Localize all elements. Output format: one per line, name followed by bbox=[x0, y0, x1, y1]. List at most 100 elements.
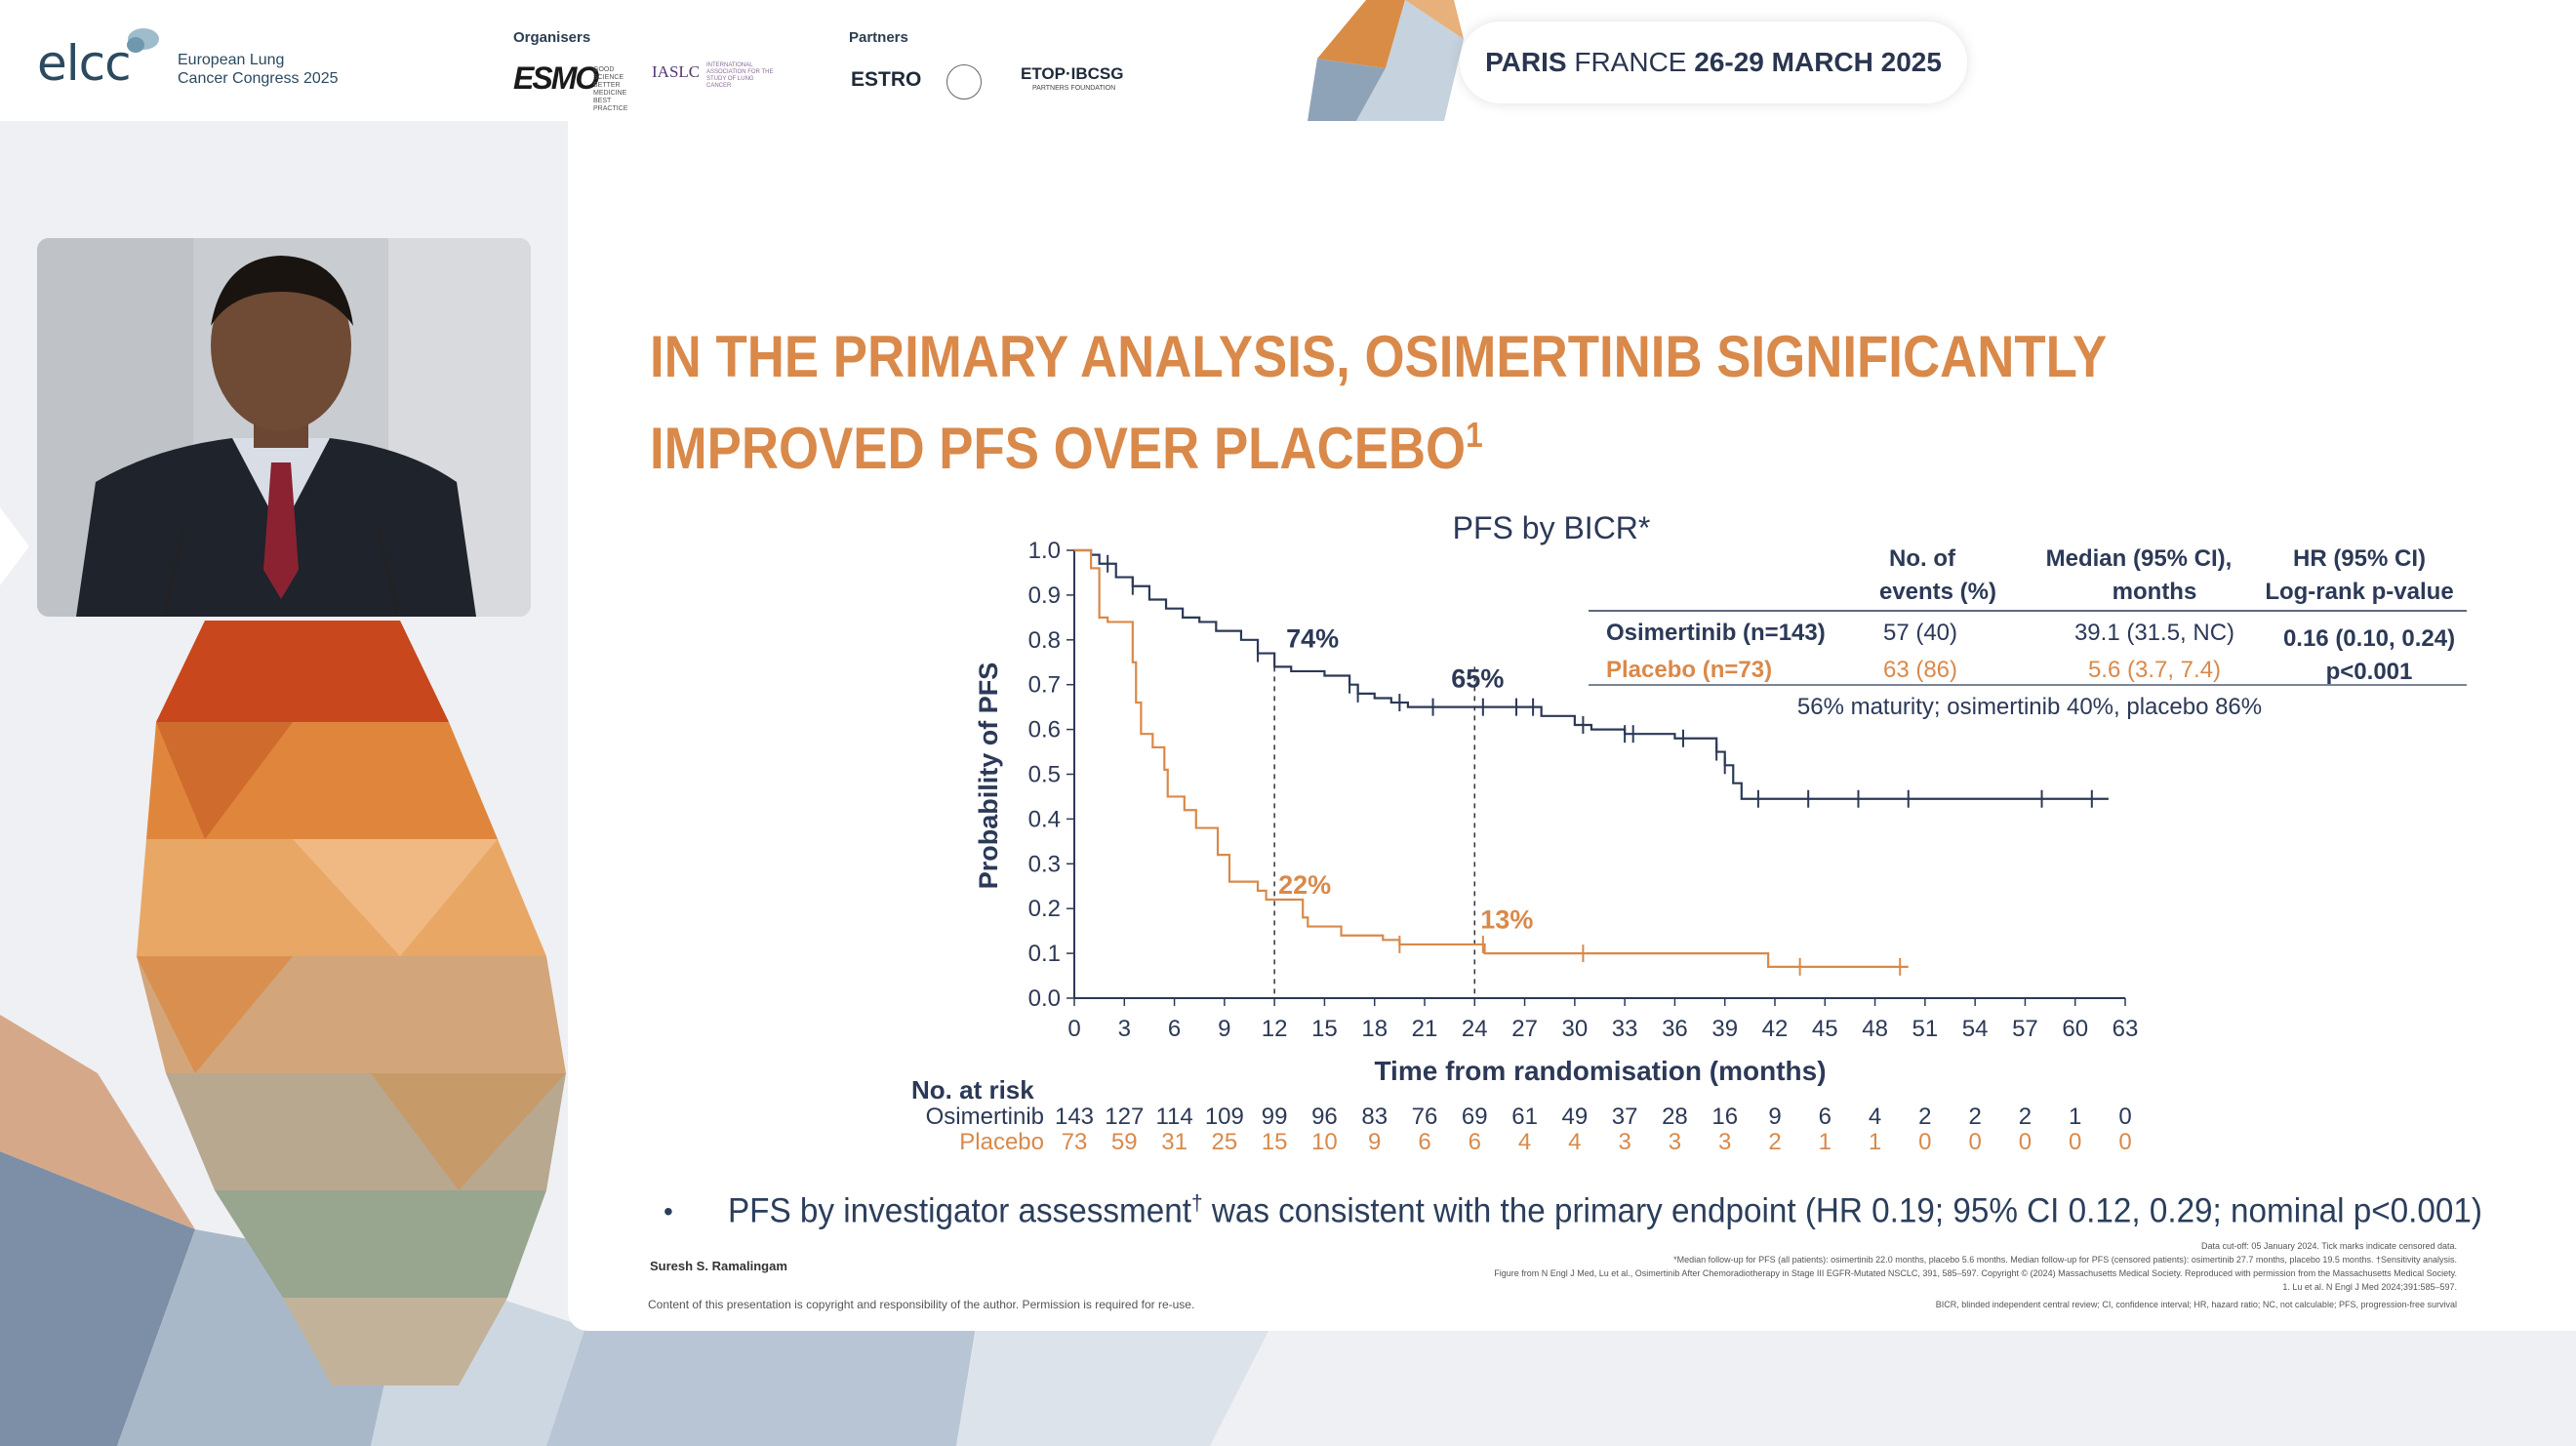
at-risk-value-osimertinib: 99 bbox=[1262, 1104, 1288, 1130]
background-decoration bbox=[0, 507, 1268, 1446]
at-risk-value-placebo: 25 bbox=[1212, 1129, 1238, 1155]
footnote-followup: *Median follow-up for PFS (all patients)… bbox=[1673, 1255, 2457, 1265]
x-tick-label: 18 bbox=[1361, 1016, 1388, 1042]
p-value: p<0.001 bbox=[2326, 659, 2413, 685]
event-country: FRANCE bbox=[1574, 47, 1687, 77]
at-risk-value-placebo: 31 bbox=[1161, 1129, 1187, 1155]
speaker-video bbox=[37, 238, 531, 617]
at-risk-value-placebo: 0 bbox=[2118, 1129, 2131, 1155]
maturity-note: 56% maturity; osimertinib 40%, placebo 8… bbox=[1797, 694, 2262, 720]
slide-title-line2-text: IMPROVED PFS OVER PLACEBO bbox=[650, 416, 1467, 481]
footnote-datacutoff: Data cut-off: 05 January 2024. Tick mark… bbox=[2201, 1241, 2457, 1251]
at-risk-title: No. at risk bbox=[911, 1075, 1034, 1105]
partners-label: Partners bbox=[849, 29, 908, 46]
at-risk-value-placebo: 1 bbox=[1869, 1129, 1881, 1155]
y-tick-label: 0.6 bbox=[1028, 717, 1061, 743]
at-risk-value-placebo: 10 bbox=[1311, 1129, 1338, 1155]
at-risk-value-placebo: 0 bbox=[1968, 1129, 1981, 1155]
hr-header-line2: Log-rank p-value bbox=[2265, 579, 2453, 605]
x-tick-label: 36 bbox=[1662, 1016, 1688, 1042]
at-risk-value-osimertinib: 127 bbox=[1105, 1104, 1144, 1130]
at-risk-value-osimertinib: 61 bbox=[1511, 1104, 1538, 1130]
at-risk-value-placebo: 4 bbox=[1568, 1129, 1581, 1155]
table-row-osimertinib-events: 57 (40) bbox=[1883, 620, 1957, 646]
at-risk-value-osimertinib: 1 bbox=[2069, 1104, 2081, 1130]
at-risk-value-osimertinib: 2 bbox=[2019, 1104, 2032, 1130]
x-tick-label: 24 bbox=[1462, 1016, 1488, 1042]
y-tick-label: 0.3 bbox=[1028, 851, 1061, 877]
y-tick-label: 0.2 bbox=[1028, 896, 1061, 922]
x-tick-label: 39 bbox=[1711, 1016, 1738, 1042]
landmark-annotation: 13% bbox=[1480, 904, 1533, 934]
y-tick-label: 0.9 bbox=[1028, 582, 1061, 609]
x-tick-label: 60 bbox=[2062, 1016, 2088, 1042]
at-risk-value-osimertinib: 4 bbox=[1869, 1104, 1881, 1130]
at-risk-value-osimertinib: 37 bbox=[1612, 1104, 1638, 1130]
presentation-slide bbox=[568, 121, 2576, 1331]
event-city: PARIS bbox=[1485, 47, 1567, 77]
event-dates: 26-29 MARCH 2025 bbox=[1694, 47, 1942, 77]
at-risk-value-osimertinib: 143 bbox=[1055, 1104, 1094, 1130]
at-risk-value-osimertinib: 109 bbox=[1205, 1104, 1244, 1130]
at-risk-value-osimertinib: 2 bbox=[1918, 1104, 1931, 1130]
at-risk-value-placebo: 73 bbox=[1062, 1129, 1088, 1155]
x-tick-label: 9 bbox=[1218, 1016, 1230, 1042]
copyright-note: Content of this presentation is copyrigh… bbox=[648, 1298, 1195, 1311]
elcc-subtitle-line2: Cancer Congress 2025 bbox=[178, 70, 339, 87]
conference-header: elcc European Lung Cancer Congress 2025 … bbox=[0, 0, 2576, 121]
at-risk-osimertinib-label: Osimertinib bbox=[926, 1104, 1044, 1130]
at-risk-value-osimertinib: 9 bbox=[1768, 1104, 1781, 1130]
at-risk-value-placebo: 4 bbox=[1518, 1129, 1531, 1155]
esmo-tagline: GOOD SCIENCE BETTER MEDICINE BEST PRACTI… bbox=[593, 66, 628, 112]
table-row-placebo-events: 63 (86) bbox=[1883, 657, 1957, 683]
hr-value: 0.16 (0.10, 0.24) bbox=[2283, 625, 2455, 652]
y-tick-label: 0.5 bbox=[1028, 762, 1061, 788]
elcc-subtitle: European Lung Cancer Congress 2025 bbox=[178, 51, 339, 88]
at-risk-value-osimertinib: 49 bbox=[1562, 1104, 1589, 1130]
y-tick-label: 0.1 bbox=[1028, 941, 1061, 967]
at-risk-value-osimertinib: 28 bbox=[1662, 1104, 1688, 1130]
x-tick-label: 12 bbox=[1262, 1016, 1288, 1042]
partner-emblem-icon bbox=[946, 64, 982, 100]
x-tick-label: 57 bbox=[2012, 1016, 2038, 1042]
landmark-annotation: 22% bbox=[1278, 870, 1331, 900]
x-tick-label: 51 bbox=[1912, 1016, 1939, 1042]
table-row-placebo-label: Placebo (n=73) bbox=[1606, 657, 1772, 683]
x-tick-label: 30 bbox=[1562, 1016, 1589, 1042]
author-name: Suresh S. Ramalingam bbox=[650, 1259, 787, 1273]
landmark-annotation: 65% bbox=[1451, 664, 1504, 694]
table-row-osimertinib-label: Osimertinib (n=143) bbox=[1606, 620, 1826, 646]
elcc-subtitle-line1: European Lung bbox=[178, 52, 285, 68]
at-risk-value-placebo: 3 bbox=[1669, 1129, 1681, 1155]
at-risk-value-placebo: 15 bbox=[1262, 1129, 1288, 1155]
x-tick-label: 48 bbox=[1862, 1016, 1888, 1042]
y-tick-label: 0.8 bbox=[1028, 627, 1061, 654]
at-risk-value-placebo: 3 bbox=[1718, 1129, 1731, 1155]
y-tick-label: 0.0 bbox=[1028, 985, 1061, 1012]
x-tick-label: 27 bbox=[1511, 1016, 1538, 1042]
butterfly-wing-decoration bbox=[1308, 0, 1464, 121]
x-tick-label: 45 bbox=[1812, 1016, 1838, 1042]
etop-ibcsg-logo: ETOP·IBCSG bbox=[1021, 64, 1124, 83]
at-risk-value-osimertinib: 16 bbox=[1711, 1104, 1738, 1130]
x-tick-label: 63 bbox=[2113, 1016, 2139, 1042]
events-header-line1: No. of bbox=[1889, 545, 1956, 572]
x-tick-label: 0 bbox=[1067, 1016, 1080, 1042]
chart-title: PFS by BICR* bbox=[1453, 510, 1651, 545]
etop-ibcsg-tagline: PARTNERS FOUNDATION bbox=[1032, 85, 1116, 92]
bullet-icon: • bbox=[664, 1196, 673, 1226]
bullet-text-part2: was consistent with the primary endpoint… bbox=[1202, 1191, 2482, 1230]
y-tick-label: 1.0 bbox=[1028, 538, 1061, 564]
elcc-logo-icon bbox=[127, 28, 159, 53]
iaslc-tagline: INTERNATIONAL ASSOCIATION FOR THE STUDY … bbox=[706, 62, 774, 89]
at-risk-value-osimertinib: 114 bbox=[1155, 1104, 1192, 1130]
footnote-reference: 1. Lu et al. N Engl J Med 2024;391:585–5… bbox=[2282, 1282, 2457, 1292]
esmo-logo: ESMO bbox=[513, 60, 599, 96]
y-axis-label: Probability of PFS bbox=[974, 663, 1003, 890]
estro-logo: ESTRO bbox=[851, 68, 922, 91]
x-axis-label: Time from randomisation (months) bbox=[1374, 1056, 1826, 1086]
at-risk-value-osimertinib: 2 bbox=[1968, 1104, 1981, 1130]
at-risk-value-osimertinib: 76 bbox=[1412, 1104, 1438, 1130]
at-risk-value-osimertinib: 96 bbox=[1311, 1104, 1338, 1130]
